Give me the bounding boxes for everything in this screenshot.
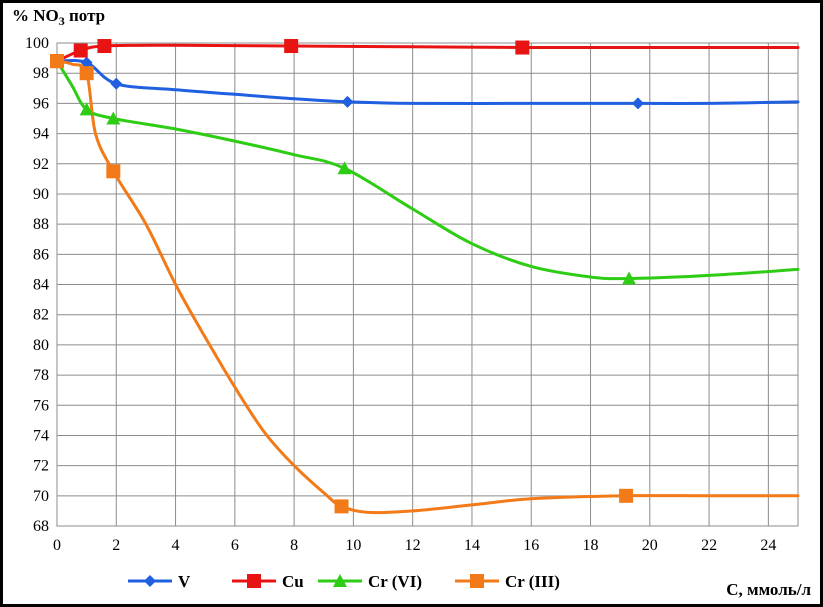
x-tick-label: 24 — [760, 537, 776, 554]
y-tick-label: 80 — [33, 337, 49, 354]
y-tick-label: 82 — [33, 307, 49, 324]
series-line-cr-vi — [55, 59, 800, 281]
series-line-v — [55, 59, 800, 105]
x-tick-label: 12 — [405, 537, 421, 554]
data-point-cu — [284, 39, 299, 54]
legend-marker-v — [144, 575, 156, 587]
data-point-v — [631, 97, 644, 110]
legend-label-v: V — [178, 572, 191, 591]
y-tick-label: 96 — [33, 95, 49, 112]
x-axis-ticks: 0 2 4 6 8 10 12 14 16 18 20 22 24 — [53, 537, 776, 554]
data-point-cr-iii — [619, 488, 634, 503]
x-tick-label: 20 — [642, 537, 658, 554]
y-tick-label: 84 — [33, 277, 49, 294]
data-point-cr-vi — [106, 111, 121, 125]
y-tick-label: 68 — [33, 518, 49, 535]
data-point-cr-vi — [79, 102, 94, 116]
x-tick-label: 8 — [290, 537, 298, 554]
legend-label-cu: Cu — [282, 572, 304, 591]
data-point-cu — [515, 40, 530, 55]
y-tick-label: 90 — [33, 186, 49, 203]
legend: V Cu Cr (VI) Cr (III) — [128, 572, 560, 591]
data-point-cr-iii — [50, 54, 64, 69]
x-tick-label: 10 — [345, 537, 361, 554]
data-point-cr-iii — [334, 499, 349, 514]
x-tick-label: 16 — [523, 537, 539, 554]
legend-label-cr-iii: Cr (III) — [505, 572, 560, 591]
y-tick-label: 78 — [33, 367, 49, 384]
x-tick-label: 14 — [464, 537, 480, 554]
y-tick-label: 88 — [33, 216, 49, 233]
x-tick-label: 18 — [583, 537, 599, 554]
y-tick-label: 86 — [33, 246, 49, 263]
y-tick-label: 76 — [33, 397, 49, 414]
x-axis-title: C, ммоль/л — [726, 580, 811, 599]
y-axis-title: % NO3 потр — [12, 6, 105, 28]
data-point-cu — [97, 39, 112, 54]
x-tick-label: 0 — [53, 537, 61, 554]
legend-label-cr-vi: Cr (VI) — [368, 572, 422, 591]
data-point-cr-vi — [337, 161, 352, 175]
data-point-cr-iii — [79, 66, 94, 81]
data-point-v — [110, 77, 123, 90]
series-line-cu — [55, 43, 800, 63]
data-point-v — [80, 56, 93, 69]
series-markers — [50, 39, 644, 514]
y-tick-label: 70 — [33, 488, 49, 505]
y-tick-label: 94 — [33, 126, 49, 143]
y-tick-label: 92 — [33, 156, 49, 173]
data-point-cr-vi — [622, 271, 637, 285]
data-point-cu — [73, 43, 88, 58]
x-tick-label: 6 — [231, 537, 239, 554]
x-tick-label: 4 — [172, 537, 180, 554]
x-tick-label: 2 — [112, 537, 120, 554]
legend-marker-cr-vi — [333, 574, 347, 587]
y-tick-label: 74 — [33, 427, 49, 444]
y-tick-label: 72 — [33, 458, 49, 475]
y-tick-label: 98 — [33, 65, 49, 82]
legend-marker-cr-iii — [470, 574, 484, 588]
y-tick-label: 100 — [25, 35, 49, 52]
data-point-cr-iii — [106, 164, 121, 179]
grid — [56, 42, 799, 527]
series-line-cr-iii — [55, 59, 800, 515]
data-point-v — [341, 95, 354, 108]
legend-marker-cu — [247, 574, 261, 588]
x-tick-label: 22 — [701, 537, 717, 554]
y-axis-ticks: 68 70 72 74 76 78 80 82 84 86 88 90 92 94 96 98 100 — [25, 35, 49, 535]
series-lines — [55, 43, 800, 515]
